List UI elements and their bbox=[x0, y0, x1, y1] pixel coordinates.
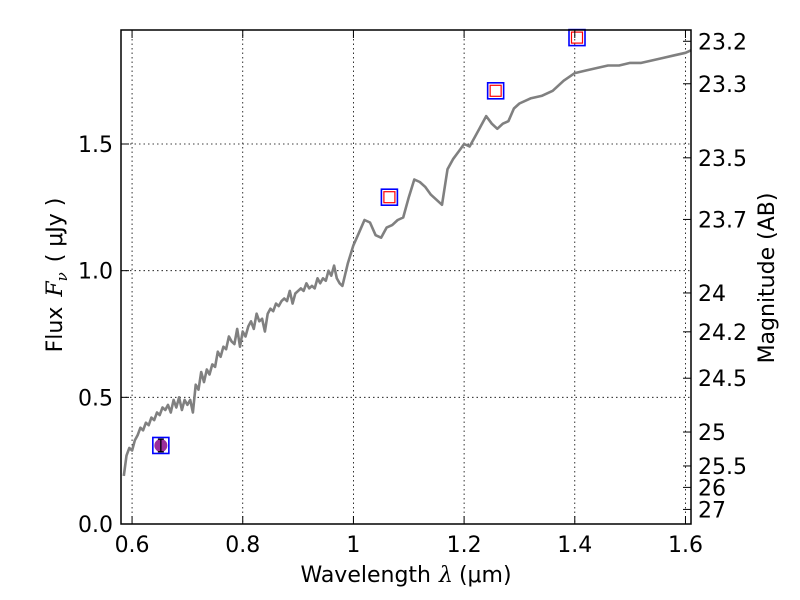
observed-points bbox=[152, 28, 586, 455]
x-tick-label: 1.2 bbox=[447, 533, 482, 558]
model-point-inner bbox=[383, 191, 396, 204]
model-point-outer bbox=[380, 188, 399, 206]
y2-tick-label: 27 bbox=[698, 498, 726, 523]
y-tick-label: 1.0 bbox=[78, 260, 113, 285]
y-tick-label: 0.5 bbox=[78, 386, 113, 411]
y-axis-label: FluxFν( μJy ) bbox=[43, 198, 71, 353]
y2-tick-label: 26 bbox=[698, 476, 726, 501]
x-tick-label: 1.4 bbox=[557, 533, 592, 558]
y2-tick-label: 23.3 bbox=[698, 73, 747, 98]
y2-tick-label: 24 bbox=[698, 282, 726, 307]
y2-tick-label: 24.2 bbox=[698, 321, 747, 346]
x-tick-label: 0.6 bbox=[115, 533, 150, 558]
y2-tick-label: 25.5 bbox=[698, 455, 747, 480]
y2-tick-label: 23.7 bbox=[698, 208, 747, 233]
y-tick-label: 1.5 bbox=[78, 133, 113, 158]
model-point-inner bbox=[489, 84, 502, 97]
model-point-outer bbox=[486, 82, 505, 100]
y2-tick-label: 24.5 bbox=[698, 367, 747, 392]
detection-square bbox=[152, 436, 170, 455]
y2-tick-label: 23.2 bbox=[698, 30, 747, 55]
x-tick-label: 0.8 bbox=[225, 533, 260, 558]
x-tick-label: 1 bbox=[346, 533, 360, 558]
model-point-inner bbox=[570, 31, 584, 44]
tick-labels: 0.6 0.8 1 1.2 1.4 1.6 0.0 0.5 1.0 1.5 23.2 23.3 23.5… bbox=[78, 30, 747, 558]
y2-tick-label: 25 bbox=[698, 421, 726, 446]
model-spectrum-line bbox=[122, 49, 692, 477]
x-tick-label: 1.6 bbox=[668, 533, 703, 558]
axis-ticks bbox=[121, 30, 691, 525]
y2-tick-label: 23.5 bbox=[698, 147, 747, 172]
y-tick-label: 0.0 bbox=[78, 513, 113, 538]
axes-frame bbox=[120, 29, 692, 525]
model-spectrum bbox=[122, 49, 692, 477]
right-axis-label: Magnitude (AB) bbox=[755, 193, 780, 364]
x-axis-label: Wavelength λ (μm) bbox=[300, 563, 511, 588]
